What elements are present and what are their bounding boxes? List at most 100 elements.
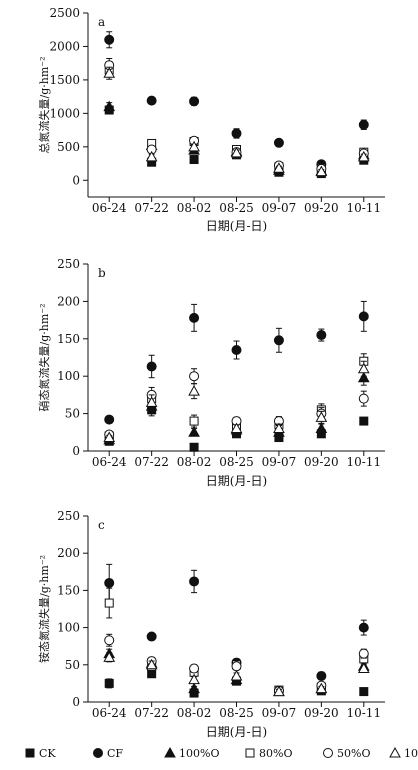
y-tick-label: 200 — [57, 294, 80, 308]
point-100pctbb — [273, 162, 285, 173]
point-100pcto — [188, 682, 200, 694]
y-tick-label: 0 — [72, 173, 80, 187]
legend-marker — [164, 746, 176, 758]
point-cf — [358, 311, 369, 322]
point-80pcto — [104, 598, 114, 608]
point-100pctbb — [315, 682, 328, 694]
y-tick-label: 2500 — [49, 6, 80, 20]
legend-item: 50%O — [323, 747, 370, 760]
y-tick-label: 1000 — [49, 106, 80, 120]
panel-label: a — [98, 15, 105, 29]
point-50pcto — [231, 661, 242, 672]
legend-marker — [323, 748, 333, 758]
legend-label: 50%O — [337, 747, 370, 760]
legend-label: 80%O — [259, 747, 292, 760]
y-tick-label: 250 — [57, 509, 80, 523]
legend-item: CK — [25, 747, 56, 760]
y-axis-title: 硝态氮流失量/g·hm⁻² — [37, 304, 51, 412]
point-100pcto — [103, 100, 116, 112]
legend: CK CF 100%O 80%O 50%O 100%BB — [25, 746, 418, 760]
x-axis-title: 日期(月-日) — [206, 219, 267, 233]
point-cf — [231, 128, 242, 139]
point-cf — [146, 631, 157, 642]
y-tick-label: 150 — [57, 332, 80, 346]
point-cf — [104, 414, 115, 425]
x-tick-label: 06-24 — [92, 706, 127, 720]
x-tick-label: 09-20 — [304, 201, 339, 215]
legend-item: CF — [93, 747, 123, 760]
x-tick-label: 09-20 — [304, 455, 339, 469]
point-100pctbb — [188, 140, 200, 152]
point-cf — [189, 576, 200, 587]
point-100pctbb — [230, 669, 243, 681]
x-tick-label: 07-22 — [134, 201, 169, 215]
x-tick-label: 06-24 — [92, 455, 127, 469]
point-100pctbb — [230, 422, 243, 434]
point-100pctbb — [357, 150, 370, 162]
y-tick-label: 1500 — [49, 73, 80, 87]
legend-marker — [25, 748, 35, 758]
legend-item: 100%O — [164, 746, 219, 760]
point-100pctbb — [145, 658, 158, 670]
point-50pcto — [189, 371, 200, 382]
x-tick-label: 08-02 — [177, 455, 212, 469]
point-cf — [231, 345, 242, 356]
point-cf — [146, 361, 157, 372]
point-cf — [273, 137, 284, 148]
point-cf — [104, 34, 115, 45]
y-tick-label: 150 — [57, 583, 80, 597]
y-axis-title: 铵态氮流失量/g·hm⁻² — [37, 555, 51, 663]
point-100pctbb — [273, 422, 285, 434]
legend-item: 100%BB — [389, 746, 418, 760]
point-ck — [104, 678, 114, 688]
chart-panel-b: 0 50 100 150 200 250 06-24 07-22 08-02 08-25 09-07… — [37, 257, 385, 488]
point-100pctbb — [188, 673, 200, 685]
x-tick-label: 08-25 — [219, 201, 254, 215]
point-cf — [273, 335, 284, 346]
legend-label: CF — [107, 747, 123, 760]
point-50pcto — [358, 648, 369, 659]
x-tick-label: 08-02 — [177, 706, 212, 720]
legend-marker — [389, 746, 401, 758]
y-tick-label: 500 — [57, 140, 80, 154]
x-tick-label: 06-24 — [92, 201, 127, 215]
point-cf — [358, 622, 369, 633]
point-50pcto — [358, 393, 369, 404]
y-tick-label: 100 — [57, 369, 80, 383]
y-tick-label: 50 — [65, 658, 80, 672]
legend-label: CK — [39, 747, 56, 760]
x-axis-title: 日期(月-日) — [206, 725, 267, 739]
y-tick-label: 2000 — [49, 39, 80, 53]
x-tick-label: 10-11 — [346, 455, 381, 469]
x-tick-label: 08-25 — [219, 455, 254, 469]
chart-panel-c: 0 50 100 150 200 250 06-24 07-22 08-02 08-25 09-07… — [37, 509, 385, 739]
x-tick-label: 09-20 — [304, 706, 339, 720]
legend-label: 100%BB — [404, 747, 418, 760]
legend-marker — [245, 748, 255, 758]
point-100pcto — [315, 422, 328, 434]
y-tick-label: 0 — [72, 444, 80, 458]
point-50pcto — [104, 635, 115, 646]
point-100pctbb — [357, 662, 370, 674]
x-tick-label: 09-07 — [262, 201, 297, 215]
point-cf — [316, 330, 327, 341]
legend-item: 80%O — [245, 747, 292, 760]
point-ck — [359, 687, 369, 697]
point-ck — [189, 442, 199, 452]
point-100pcto — [188, 426, 200, 437]
x-tick-label: 08-02 — [177, 201, 212, 215]
point-100pcto — [357, 371, 370, 383]
x-tick-label: 09-07 — [262, 455, 297, 469]
x-tick-label: 07-22 — [134, 455, 169, 469]
point-100pctbb — [103, 67, 116, 78]
point-100pctbb — [315, 165, 328, 177]
point-cf — [104, 577, 115, 588]
point-50pcto — [189, 663, 200, 674]
x-tick-label: 08-25 — [219, 706, 254, 720]
y-tick-label: 100 — [57, 621, 80, 635]
y-tick-label: 0 — [72, 695, 80, 709]
panel-label: c — [98, 518, 105, 532]
point-ck — [189, 155, 199, 165]
point-100pctbb — [230, 146, 243, 158]
